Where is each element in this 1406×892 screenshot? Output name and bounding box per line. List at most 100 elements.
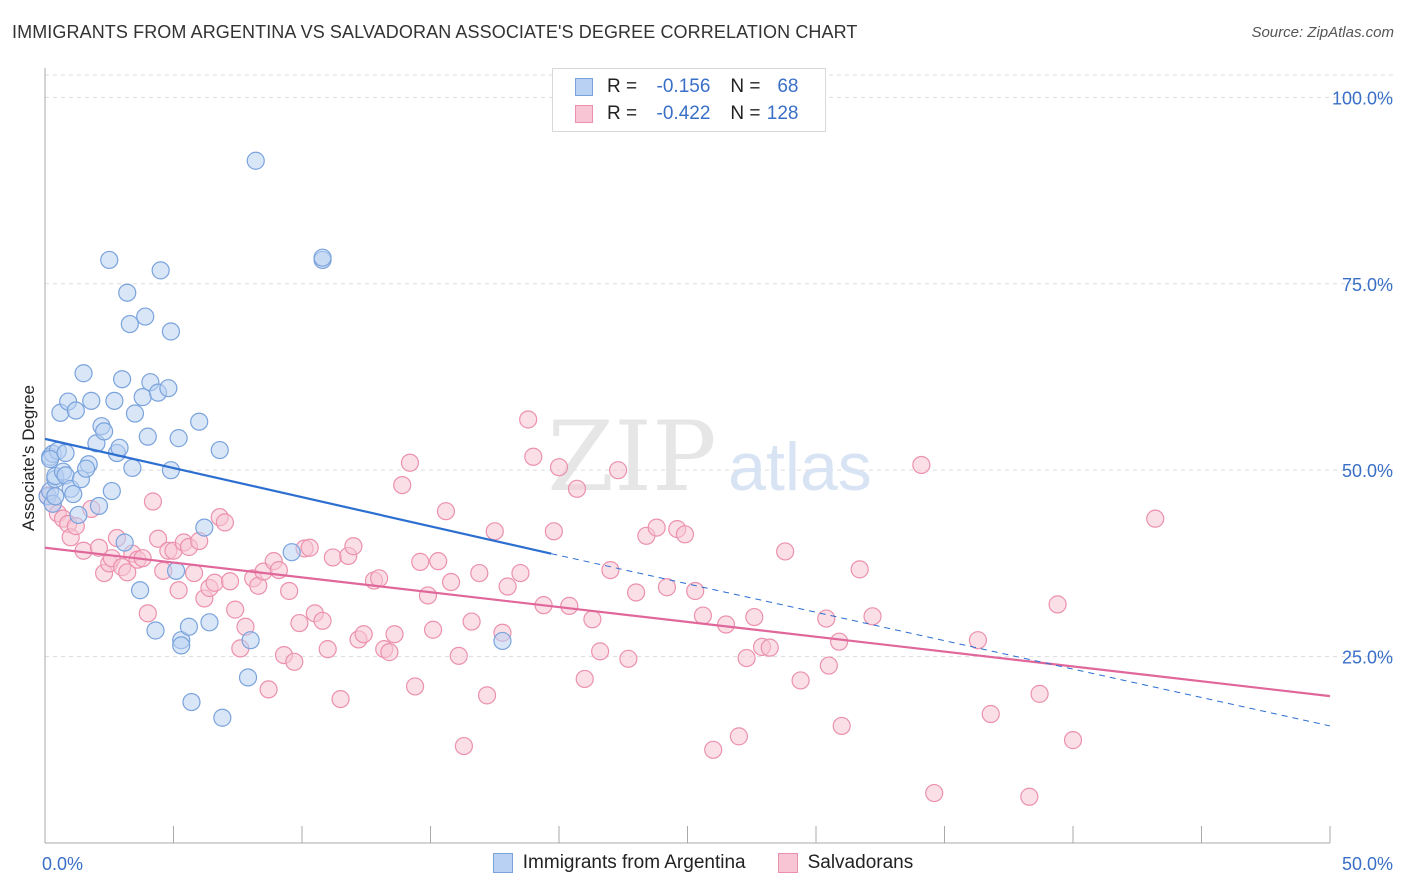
legend-label-salvadorans: Salvadorans bbox=[807, 852, 914, 873]
salvadoran-point bbox=[1146, 509, 1165, 528]
salvadoran-point bbox=[313, 611, 332, 630]
argentina-point bbox=[46, 487, 65, 506]
salvadoran-point bbox=[583, 610, 602, 629]
legend-item-salvadorans[interactable]: Salvadorans bbox=[777, 852, 914, 874]
argentina-point bbox=[159, 379, 178, 398]
argentina-point bbox=[161, 461, 181, 480]
salvadoran-point bbox=[524, 447, 543, 466]
legend-swatch-pink bbox=[575, 105, 593, 123]
salvadoran-point bbox=[626, 583, 646, 602]
salvadoran-point bbox=[318, 640, 337, 659]
salvadoran-point bbox=[143, 492, 163, 511]
salvadoran-point bbox=[148, 529, 168, 548]
salvadoran-point bbox=[560, 596, 579, 615]
argentina-point bbox=[282, 543, 301, 562]
argentina-point bbox=[136, 307, 155, 326]
salvadoran-point bbox=[280, 581, 299, 601]
argentina-point bbox=[169, 429, 188, 448]
salvadoran-point bbox=[405, 677, 425, 696]
salvadoran-point bbox=[567, 479, 587, 498]
salvadoran-point bbox=[220, 572, 240, 591]
source-label: Source: ZipAtlas.com bbox=[1251, 24, 1394, 41]
salvadorans-trendline bbox=[44, 546, 1331, 698]
legend-n-value: 68 bbox=[777, 76, 799, 97]
argentina-point bbox=[133, 388, 152, 407]
salvadoran-point bbox=[745, 607, 764, 627]
salvadoran-point bbox=[259, 680, 278, 699]
salvadoran-point bbox=[411, 552, 430, 571]
legend-r-label: R = bbox=[607, 76, 638, 97]
argentina-point bbox=[115, 533, 134, 552]
legend-n-value: 128 bbox=[766, 103, 799, 124]
argentina-point bbox=[246, 151, 265, 170]
salvadoran-point bbox=[675, 525, 695, 544]
salvadoran-point bbox=[226, 600, 245, 619]
salvadoran-point bbox=[1020, 787, 1039, 806]
salvadoran-point bbox=[441, 572, 461, 592]
salvadoran-point bbox=[370, 569, 389, 588]
argentina-point bbox=[41, 449, 60, 469]
argentina-point bbox=[172, 636, 191, 655]
salvadoran-point bbox=[393, 475, 412, 495]
argentina-point bbox=[95, 422, 114, 441]
argentina-point bbox=[56, 443, 75, 463]
argentina-point bbox=[102, 481, 121, 501]
salvadoran-point bbox=[418, 586, 438, 605]
argentina-trendline-extension bbox=[551, 553, 1331, 727]
salvadoran-point bbox=[544, 522, 563, 541]
salvadoran-point bbox=[290, 613, 309, 633]
salvadoran-point bbox=[354, 625, 373, 644]
salvadoran-point bbox=[118, 563, 137, 582]
watermark-atlas: atlas bbox=[728, 429, 872, 505]
salvadoran-point bbox=[498, 577, 517, 596]
salvadoran-point bbox=[657, 578, 677, 597]
salvadoran-point bbox=[819, 656, 838, 675]
argentina-point bbox=[138, 427, 157, 446]
legend-item-argentina[interactable]: Immigrants from Argentina bbox=[492, 852, 746, 874]
series-legend: Immigrants from Argentina Salvadorans bbox=[0, 852, 1406, 874]
salvadoran-point bbox=[1048, 595, 1067, 614]
chart-title: IMMIGRANTS FROM ARGENTINA VS SALVADORAN … bbox=[12, 22, 858, 42]
argentina-point bbox=[166, 561, 186, 580]
argentina-points bbox=[38, 151, 512, 727]
argentina-point bbox=[74, 364, 93, 383]
argentina-point bbox=[77, 459, 96, 478]
salvadoran-point bbox=[832, 716, 851, 736]
argentina-point bbox=[200, 613, 219, 632]
salvadoran-point bbox=[830, 632, 849, 651]
salvadoran-point bbox=[981, 704, 1000, 724]
salvadoran-point bbox=[89, 538, 109, 557]
argentina-point bbox=[241, 631, 260, 650]
legend-n-label: N = bbox=[730, 103, 761, 124]
salvadoran-point bbox=[601, 560, 620, 580]
salvadoran-point bbox=[485, 522, 504, 541]
salvadoran-point bbox=[619, 649, 638, 668]
salvadoran-point bbox=[776, 542, 795, 561]
salvadoran-point bbox=[791, 671, 810, 690]
watermark: ZIP atlas bbox=[547, 401, 871, 513]
salvadoran-point bbox=[1063, 731, 1083, 750]
argentina-point bbox=[161, 322, 181, 341]
salvadoran-point bbox=[716, 615, 736, 634]
argentina-point bbox=[123, 458, 142, 478]
x-tick-label: 0.0% bbox=[42, 854, 83, 874]
argentina-point bbox=[100, 250, 119, 270]
axes bbox=[44, 68, 1331, 844]
legend-swatch-pink bbox=[777, 853, 798, 873]
salvadoran-point bbox=[385, 625, 404, 644]
argentina-point bbox=[210, 440, 229, 460]
y-tick-label: 75.0% bbox=[1342, 275, 1393, 295]
argentina-point bbox=[146, 621, 165, 640]
salvadoran-point bbox=[511, 563, 530, 583]
salvadoran-point bbox=[331, 689, 350, 709]
salvadoran-point bbox=[470, 563, 489, 583]
salvadoran-point bbox=[449, 646, 468, 665]
salvadoran-point bbox=[477, 686, 497, 705]
legend-n-label: N = bbox=[730, 76, 761, 97]
salvadoran-point bbox=[729, 727, 749, 746]
salvadoran-point bbox=[575, 669, 594, 689]
salvadoran-point bbox=[693, 606, 713, 625]
salvadoran-point bbox=[850, 560, 869, 579]
legend-r-label: R = bbox=[607, 103, 638, 124]
